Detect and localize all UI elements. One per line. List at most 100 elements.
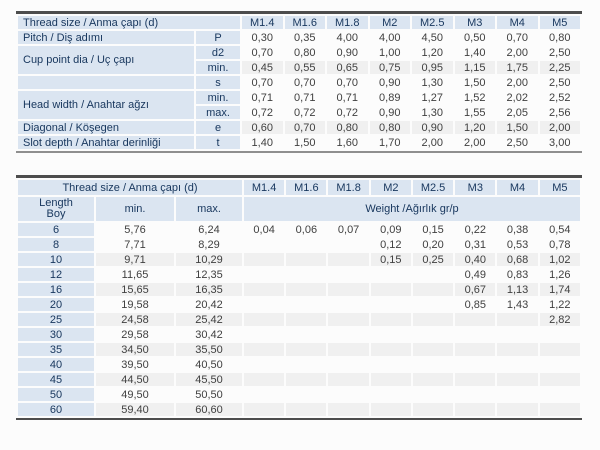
value-cell: 0,89: [379, 91, 401, 104]
row-sublabel: min.: [196, 91, 240, 104]
weight-cell: [286, 283, 327, 296]
value-cell: 1,20: [421, 46, 443, 59]
weight-cell: [540, 328, 580, 341]
row-sublabel: t: [196, 136, 240, 149]
max-cell: 16,35: [176, 283, 243, 296]
value-cell: 1,40: [251, 136, 273, 149]
weight-cell: 0,53: [506, 238, 529, 251]
weight-cell: [328, 373, 369, 386]
row-sublabel: s: [196, 76, 240, 89]
table-row: 50 49,50 50,50: [18, 388, 580, 401]
row-label: Slot depth / Anahtar derinliği: [18, 136, 194, 149]
table-row: 40 39,50 40,50: [18, 358, 580, 371]
weight-cell: [371, 298, 411, 311]
weight-cell: 0,15: [370, 253, 411, 266]
weight-cell: 1,26: [549, 268, 571, 281]
weight-cell: 1,02: [539, 253, 580, 266]
max-cell: 40,50: [195, 358, 223, 371]
size-header: M2.5: [412, 16, 453, 29]
size-header: M3: [455, 180, 496, 195]
value-cell: 0,75: [369, 61, 410, 74]
weight-cell: [328, 403, 369, 416]
weight-cell: 1,74: [539, 283, 580, 296]
max-cell: 10,29: [176, 253, 243, 266]
weight-cell: [539, 403, 580, 416]
weight-cell: [244, 343, 285, 356]
weight-cell: [370, 373, 411, 386]
thread-spec-table: Thread size / Anma çapı (d) M1.4 M1.6 M1.8 M…: [16, 11, 582, 153]
weight-cell: 2,82: [539, 313, 580, 326]
weight-cell: [455, 343, 496, 356]
value-cell: 0,71: [251, 91, 273, 104]
value-cell: 2,00: [421, 136, 443, 149]
value-cell: 1,52: [464, 91, 486, 104]
value-cell: 2,50: [506, 136, 528, 149]
weight-cell: [328, 283, 369, 296]
weight-cell: 0,49: [464, 268, 487, 281]
weight-cell: [540, 358, 580, 371]
table-row: 30 29,58 30,42: [18, 328, 580, 341]
length-cell: 20: [18, 298, 94, 311]
max-cell: 8,29: [198, 238, 220, 251]
value-cell: 0,35: [294, 31, 316, 44]
max-cell: 30,42: [195, 328, 223, 341]
weight-cell: [328, 268, 368, 281]
weight-cell: [328, 343, 369, 356]
weight-cell: [328, 358, 368, 371]
weight-cell: [539, 343, 580, 356]
weight-cell: [286, 268, 326, 281]
weight-cell: 1,22: [549, 298, 571, 311]
weight-cell: 0,25: [412, 253, 454, 266]
weight-cell: [286, 298, 326, 311]
min-cell: 59,40: [96, 403, 174, 416]
min-column-header: min.: [96, 197, 174, 221]
length-column-header: Length Boy: [18, 197, 94, 221]
weight-cell: [497, 313, 538, 326]
weight-cell: [328, 253, 369, 266]
weight-cell: [370, 313, 411, 326]
size-header: M5: [539, 180, 580, 195]
min-cell: 19,58: [121, 298, 149, 311]
weight-cell: [328, 313, 369, 326]
length-cell: 8: [18, 238, 94, 251]
weight-cell: 0,04: [253, 223, 275, 236]
weight-cell: [244, 313, 285, 326]
weight-cell: [286, 358, 326, 371]
weight-cell: [244, 358, 284, 371]
table-row: 35 34,50 35,50: [18, 343, 580, 356]
value-cell: 0,70: [336, 76, 358, 89]
value-cell: 4,00: [379, 31, 401, 44]
value-cell: 2,25: [539, 61, 580, 74]
size-header: M5: [539, 16, 580, 29]
value-cell: 1,50: [294, 136, 316, 149]
weight-cell: 0,09: [380, 223, 402, 236]
value-cell: 0,70: [506, 31, 528, 44]
weight-cell: [286, 328, 326, 341]
weight-cell: [455, 373, 496, 386]
value-cell: 0,50: [464, 31, 486, 44]
value-cell: 0,60: [242, 121, 283, 134]
thread-size-header: Thread size / Anma çapı (d): [18, 16, 240, 29]
weight-cell: [328, 238, 368, 251]
table-row: 25 24,58 25,42 2,82: [18, 313, 580, 326]
weight-cell: 0,12: [380, 238, 402, 251]
max-cell: 50,50: [195, 388, 223, 401]
value-cell: 0,70: [294, 76, 316, 89]
weight-cell: 0,06: [295, 223, 318, 236]
value-cell: 0,80: [294, 46, 316, 59]
length-cell: 30: [18, 328, 94, 341]
value-cell: 1,30: [421, 106, 443, 119]
value-cell: 0,72: [336, 106, 358, 119]
value-cell: 0,72: [251, 106, 273, 119]
value-cell: 2,00: [506, 76, 528, 89]
length-cell: 60: [18, 403, 94, 416]
size-header: M2: [369, 16, 410, 29]
min-cell: 44,50: [96, 373, 174, 386]
row-sublabel: d2: [196, 46, 240, 59]
length-cell: 50: [18, 388, 94, 401]
value-cell: 2,50: [549, 46, 571, 59]
weight-cell: 1,13: [497, 283, 538, 296]
weight-cell: [371, 388, 411, 401]
weight-cell: [286, 388, 326, 401]
value-cell: 2,52: [549, 91, 571, 104]
